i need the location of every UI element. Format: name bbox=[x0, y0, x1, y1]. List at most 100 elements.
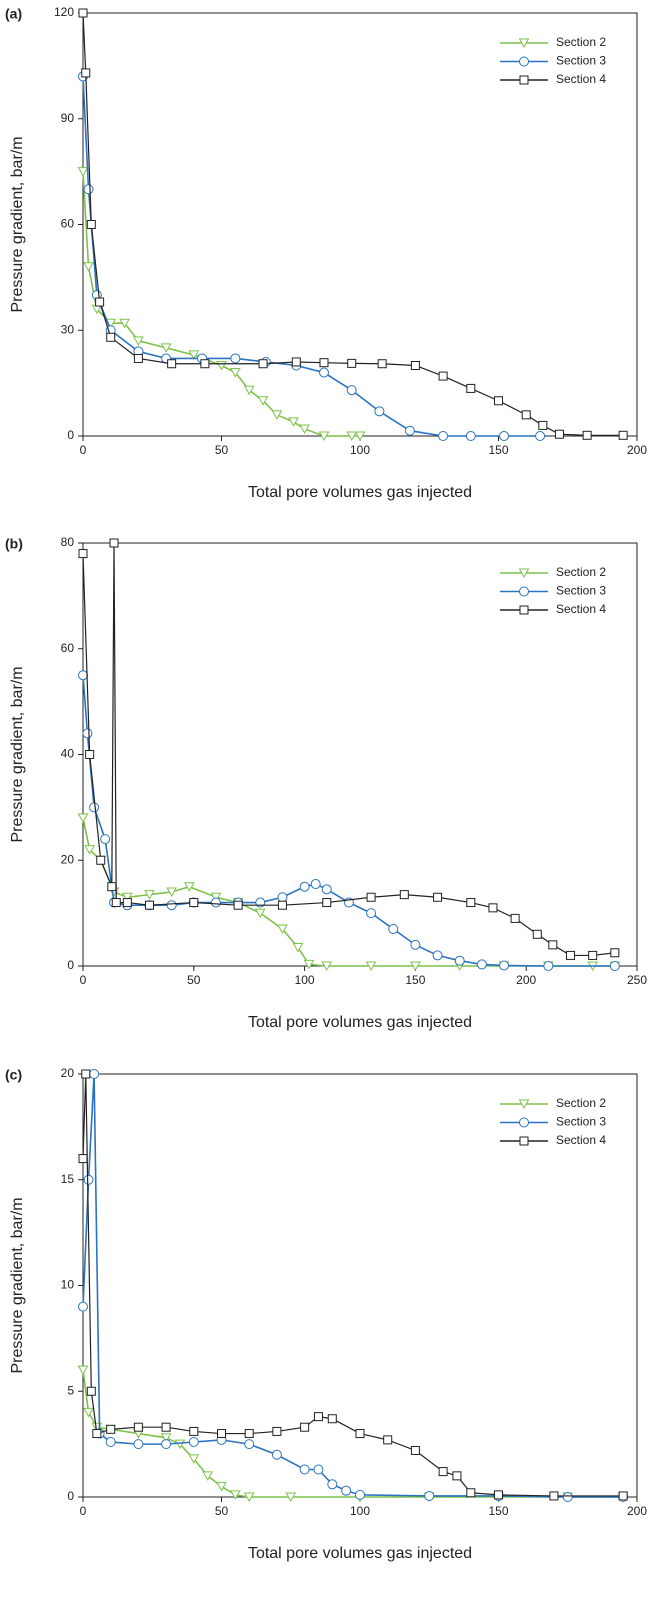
marker bbox=[89, 802, 100, 813]
marker bbox=[188, 350, 200, 360]
marker bbox=[160, 343, 172, 353]
marker bbox=[272, 1426, 282, 1436]
marker bbox=[111, 898, 121, 908]
x-tick-label: 150 bbox=[488, 443, 508, 457]
marker bbox=[285, 1492, 297, 1503]
marker bbox=[374, 406, 385, 417]
legend-label: Section 3 bbox=[556, 584, 606, 598]
marker bbox=[388, 923, 399, 934]
marker bbox=[562, 1492, 573, 1502]
marker bbox=[566, 950, 576, 960]
marker bbox=[404, 425, 415, 436]
x-tick-label: 200 bbox=[627, 1504, 647, 1518]
marker bbox=[318, 431, 330, 442]
marker bbox=[466, 1488, 476, 1498]
legend-label: Section 2 bbox=[556, 35, 606, 49]
marker bbox=[78, 1154, 88, 1164]
marker bbox=[85, 750, 95, 759]
x-tick-label: 50 bbox=[215, 1504, 229, 1518]
series-line bbox=[82, 1073, 624, 1497]
marker bbox=[271, 1449, 282, 1460]
marker bbox=[410, 1445, 420, 1455]
marker bbox=[321, 961, 333, 972]
marker bbox=[610, 948, 620, 958]
marker bbox=[229, 368, 241, 378]
series-line bbox=[82, 12, 624, 436]
marker bbox=[377, 359, 387, 369]
x-tick-label: 200 bbox=[516, 973, 536, 987]
marker bbox=[543, 961, 554, 971]
marker bbox=[83, 184, 94, 195]
marker bbox=[327, 1479, 338, 1490]
y-tick-label: 20 bbox=[61, 1066, 75, 1080]
marker bbox=[254, 908, 266, 919]
legend-label: Section 3 bbox=[556, 1115, 606, 1129]
marker bbox=[319, 358, 329, 368]
marker bbox=[92, 1429, 102, 1439]
marker bbox=[321, 884, 332, 895]
marker bbox=[86, 220, 96, 229]
x-tick-label: 200 bbox=[627, 443, 647, 457]
marker bbox=[78, 670, 88, 681]
marker bbox=[277, 900, 287, 910]
marker bbox=[77, 813, 89, 823]
marker bbox=[494, 1490, 503, 1500]
marker bbox=[582, 430, 592, 440]
marker bbox=[499, 431, 510, 441]
marker bbox=[82, 728, 93, 739]
y-tick-label: 120 bbox=[54, 5, 74, 19]
x-tick-label: 0 bbox=[80, 973, 87, 987]
marker bbox=[83, 262, 94, 272]
marker bbox=[188, 1454, 200, 1464]
x-axis-title: Total pore volumes gas injected bbox=[248, 484, 472, 501]
marker bbox=[78, 549, 88, 559]
marker bbox=[160, 1433, 172, 1443]
marker bbox=[89, 1069, 100, 1079]
marker bbox=[424, 1490, 435, 1501]
marker bbox=[532, 929, 542, 939]
marker bbox=[452, 1471, 462, 1481]
marker bbox=[438, 1467, 448, 1477]
marker bbox=[299, 424, 310, 434]
marker bbox=[216, 361, 227, 371]
series-line bbox=[82, 675, 615, 967]
marker bbox=[243, 1492, 255, 1503]
x-tick-label: 150 bbox=[488, 1504, 508, 1518]
marker bbox=[121, 892, 133, 903]
marker bbox=[410, 361, 420, 370]
marker bbox=[322, 898, 332, 908]
plot-frame bbox=[82, 542, 638, 967]
marker bbox=[167, 359, 177, 369]
marker bbox=[300, 1422, 310, 1432]
x-tick-label: 100 bbox=[295, 973, 315, 987]
x-tick-label: 250 bbox=[627, 973, 647, 987]
x-axis-title: Total pore volumes gas injected bbox=[248, 1014, 472, 1031]
marker bbox=[438, 371, 448, 381]
marker bbox=[210, 892, 222, 903]
marker bbox=[257, 396, 269, 406]
marker bbox=[109, 538, 119, 548]
y-tick-label: 20 bbox=[61, 852, 75, 866]
marker bbox=[609, 961, 620, 971]
marker bbox=[144, 890, 155, 900]
marker bbox=[454, 955, 465, 966]
marker bbox=[488, 903, 498, 913]
marker bbox=[217, 1429, 226, 1439]
marker bbox=[299, 881, 310, 892]
x-tick-label: 100 bbox=[350, 443, 370, 457]
marker bbox=[354, 431, 366, 442]
marker bbox=[313, 1464, 324, 1475]
x-tick-label: 150 bbox=[405, 973, 425, 987]
panel-label: (a) bbox=[5, 6, 22, 22]
marker bbox=[618, 430, 628, 440]
marker bbox=[200, 359, 210, 369]
marker bbox=[432, 950, 443, 961]
x-tick-label: 50 bbox=[187, 973, 201, 987]
marker bbox=[318, 367, 329, 378]
marker bbox=[549, 1491, 559, 1501]
marker bbox=[355, 1429, 365, 1439]
x-tick-label: 50 bbox=[215, 443, 229, 457]
marker bbox=[410, 961, 421, 972]
marker bbox=[327, 1414, 337, 1424]
